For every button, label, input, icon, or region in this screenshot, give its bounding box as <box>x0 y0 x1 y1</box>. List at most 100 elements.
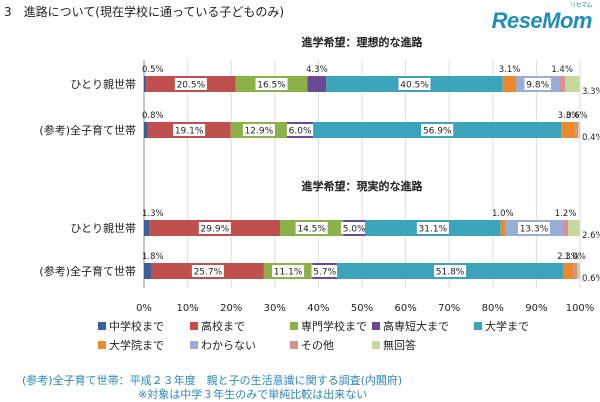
bar-segment <box>307 76 327 92</box>
legend-label: 専門学校まで <box>301 319 367 333</box>
bar-segment <box>568 220 580 236</box>
x-tick-label: 10% <box>176 303 198 314</box>
bar-segment <box>565 76 580 92</box>
legend-swatch <box>290 341 298 349</box>
data-label: 0.8% <box>142 111 164 121</box>
data-label-box <box>311 265 338 277</box>
data-label-box <box>340 222 368 234</box>
legend-swatch <box>190 341 198 349</box>
data-label: 9.8% <box>526 81 549 91</box>
data-label-box <box>434 265 467 277</box>
bar-segment <box>573 263 578 279</box>
x-tick-label: 40% <box>307 303 329 314</box>
data-label: 29.9% <box>201 225 230 235</box>
data-label: 19.1% <box>175 127 204 137</box>
data-label: 16.5% <box>257 81 286 91</box>
data-label: 0.6% <box>566 111 588 121</box>
page-heading: 3 進路について(現在学校に通っている子どものみ) <box>4 5 285 19</box>
x-tick-label: 0% <box>136 303 152 314</box>
data-label: 25.7% <box>194 268 223 278</box>
data-label: 31.1% <box>419 225 448 235</box>
logo-small-text: リセマム <box>569 3 593 9</box>
data-label: 4.3% <box>306 65 328 75</box>
data-label-box <box>286 124 314 136</box>
bar-segment <box>562 263 574 279</box>
legend-swatch <box>372 341 380 349</box>
bar-segment <box>500 220 506 236</box>
data-label: 2.3% <box>557 252 579 262</box>
legend-swatch <box>98 341 106 349</box>
data-label-box <box>242 124 275 136</box>
category-label: ひとり親世帯 <box>70 222 136 235</box>
data-label: 3.3% <box>582 87 600 97</box>
data-label: 56.9% <box>423 127 452 137</box>
data-label-box <box>191 265 224 277</box>
legend-label: 大学まで <box>485 319 529 333</box>
data-label-box <box>398 78 431 90</box>
data-label-box <box>518 222 551 234</box>
x-tick-label: 70% <box>438 303 460 314</box>
data-label: 2.6% <box>582 231 600 241</box>
legend-label: 中学校まで <box>109 319 164 333</box>
bar-segment <box>577 263 580 279</box>
data-label: 51.8% <box>436 268 465 278</box>
bar-segment <box>502 76 517 92</box>
category-label: ひとり親世帯 <box>70 78 136 91</box>
legend-swatch <box>474 322 482 330</box>
x-tick-label: 100% <box>566 303 595 314</box>
data-label: 13.3% <box>520 225 549 235</box>
legend-swatch <box>98 322 106 330</box>
footer-caveat-note: ※対象は中学３年生のみで単純比較は出来ない <box>138 388 368 401</box>
data-label: 11.1% <box>274 268 303 278</box>
x-tick-label: 80% <box>482 303 504 314</box>
data-label-box <box>174 78 207 90</box>
data-label-box <box>198 222 231 234</box>
x-tick-label: 30% <box>264 303 286 314</box>
data-label: 1.8% <box>142 252 164 262</box>
data-label-box <box>173 124 206 136</box>
data-label: 20.5% <box>177 81 206 91</box>
legend-label: その他 <box>301 339 334 352</box>
data-label-box <box>524 78 551 90</box>
category-label: (参考)全子育て世帯 <box>39 123 136 137</box>
data-label-box <box>272 265 305 277</box>
data-label-box <box>421 124 454 136</box>
data-label: 1.3% <box>142 209 164 219</box>
bar-segment <box>559 76 566 92</box>
data-label: 5.7% <box>313 268 336 278</box>
data-label: 5.0% <box>343 225 366 235</box>
bar-segment <box>144 122 148 138</box>
data-label: 1.0% <box>492 209 514 219</box>
data-label: 6.0% <box>289 127 312 137</box>
data-label: 12.9% <box>245 127 274 137</box>
resemom-logo[interactable]: ReseMom リセマム <box>491 3 593 34</box>
x-tick-label: 50% <box>351 303 373 314</box>
data-label: 14.5% <box>297 225 326 235</box>
legend-swatch <box>190 322 198 330</box>
bar-segment <box>144 220 150 236</box>
data-label-box <box>255 78 288 90</box>
footer-source-note: (参考)全子育て世帯：平成２３年度 親と子の生活意識に関する調査(内閣府) <box>22 374 403 387</box>
data-label-box <box>416 222 449 234</box>
bar-segment <box>144 263 152 279</box>
legend-swatch <box>290 322 298 330</box>
data-label: 3.3% <box>558 111 580 121</box>
data-label: 0.6% <box>582 274 600 284</box>
legend-label: わからない <box>201 339 256 352</box>
x-tick-label: 90% <box>525 303 547 314</box>
bar-segment <box>561 122 576 138</box>
legend-label: 無回答 <box>383 338 416 352</box>
legend-label: 高校まで <box>201 319 245 333</box>
data-label: 1.0% <box>564 252 586 262</box>
legend-label: 高専短大まで <box>383 319 449 333</box>
data-label: 40.5% <box>400 81 429 91</box>
x-tick-label: 60% <box>394 303 416 314</box>
data-label: 0.4% <box>582 133 600 143</box>
data-label: 3.1% <box>499 65 521 75</box>
data-label: 0.5% <box>142 65 164 75</box>
logo-text: ReseMom <box>491 8 593 33</box>
legend-swatch <box>372 322 380 330</box>
category-label: (参考)全子育て世帯 <box>39 264 136 278</box>
legend-label: 大学院まで <box>109 338 164 352</box>
